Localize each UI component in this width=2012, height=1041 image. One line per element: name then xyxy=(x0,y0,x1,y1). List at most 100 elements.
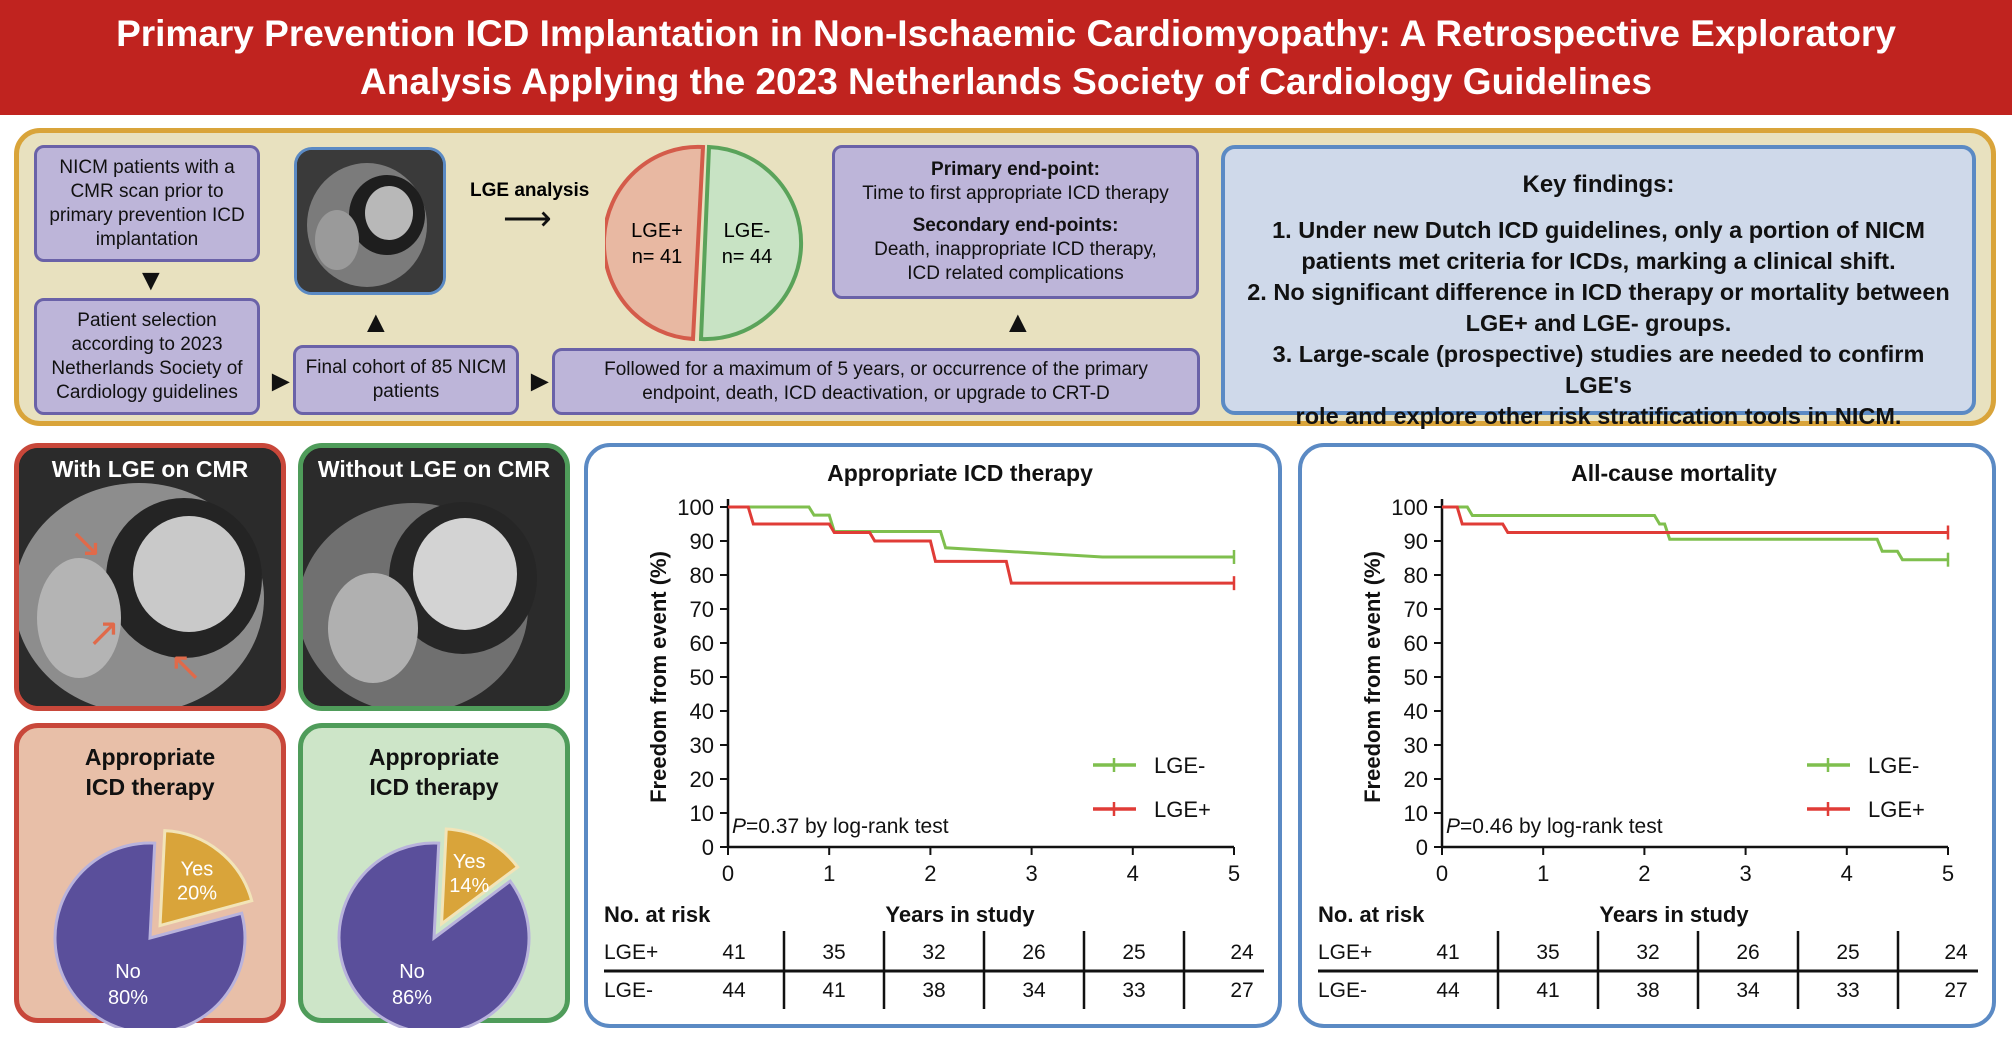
at-risk-value: 27 xyxy=(1230,979,1253,1002)
arrow-2-icon: ↗ xyxy=(87,611,121,655)
final-cohort-box: Final cohort of 85 NICM patients xyxy=(293,345,519,415)
at-risk-value: 32 xyxy=(922,941,945,964)
y-tick-label: 40 xyxy=(690,699,714,724)
at-risk-value: 27 xyxy=(1944,979,1967,1002)
lge-negative-half xyxy=(698,144,804,342)
pie-box-lge-negative: Appropriate ICD therapy Yes 14% No 86% xyxy=(298,723,570,1028)
x-tick-label: 3 xyxy=(1739,861,1751,886)
y-tick-label: 30 xyxy=(1404,733,1428,758)
primary-endpoint-title: Primary end-point: xyxy=(931,159,1100,180)
y-tick-label: 100 xyxy=(677,495,714,520)
at-risk-value: 33 xyxy=(1122,979,1145,1002)
pie-yes-label: Yes xyxy=(453,851,486,873)
at-risk-value: 26 xyxy=(1022,941,1045,964)
x-tick-label: 2 xyxy=(924,861,936,886)
at-risk-value: 25 xyxy=(1836,941,1859,964)
at-risk-row-name: LGE- xyxy=(604,979,653,1002)
p-value-annotation: P=0.37 by log-rank test xyxy=(732,815,949,838)
primary-endpoint-text: Time to first appropriate ICD therapy xyxy=(862,183,1169,204)
y-tick-label: 0 xyxy=(702,835,714,860)
page-title-line-1: Primary Prevention ICD Implantation in N… xyxy=(116,13,1896,54)
lge-negative-label: LGE- xyxy=(724,220,771,242)
at-risk-value: 35 xyxy=(1536,941,1559,964)
arrow-down-icon: ▼ xyxy=(136,264,166,297)
pie-yes-pct: 20% xyxy=(177,883,217,905)
x-tick-label: 1 xyxy=(823,861,835,886)
nicm-line-4: implantation xyxy=(95,228,199,250)
at-risk-label: No. at risk xyxy=(1318,902,1425,927)
pie-title: Appropriate ICD therapy xyxy=(303,742,565,802)
y-tick-label: 50 xyxy=(1404,665,1428,690)
p-value-annotation: P=0.46 by log-rank test xyxy=(1446,815,1663,838)
lge-positive-half xyxy=(605,144,706,342)
nicm-line-2: CMR scan prior to xyxy=(70,180,224,202)
y-tick-label: 100 xyxy=(1391,495,1428,520)
key-findings-title: Key findings: xyxy=(1522,171,1675,198)
y-tick-label: 60 xyxy=(1404,631,1428,656)
finding-2-line-1: 2. No significant difference in ICD ther… xyxy=(1247,279,1950,305)
y-tick-label: 90 xyxy=(690,529,714,554)
at-risk-value: 44 xyxy=(1436,979,1460,1002)
at-risk-row-name: LGE- xyxy=(1318,979,1367,1002)
at-risk-value: 24 xyxy=(1944,941,1968,964)
y-tick-label: 60 xyxy=(690,631,714,656)
x-tick-label: 2 xyxy=(1638,861,1650,886)
key-finding-item: 2. No significant difference in ICD ther… xyxy=(1245,277,1952,339)
arrow-up-icon: ▲ xyxy=(1003,306,1033,339)
x-tick-label: 5 xyxy=(1228,861,1240,886)
key-findings-box: Key findings: 1. Under new Dutch ICD gui… xyxy=(1221,145,1976,429)
chart-title: Appropriate ICD therapy xyxy=(827,460,1093,486)
at-risk-value: 35 xyxy=(822,941,845,964)
at-risk-value: 33 xyxy=(1836,979,1859,1002)
at-risk-value: 25 xyxy=(1122,941,1145,964)
lge-positive-n: n= 41 xyxy=(632,246,683,268)
pie-no-pct: 86% xyxy=(392,987,432,1009)
at-risk-value: 26 xyxy=(1736,941,1759,964)
selection-line-2: according to 2023 xyxy=(71,333,223,355)
y-tick-label: 20 xyxy=(1404,767,1428,792)
y-tick-label: 20 xyxy=(690,767,714,792)
x-tick-label: 5 xyxy=(1942,861,1954,886)
cohort-line-1: Final cohort of 85 NICM xyxy=(305,357,507,378)
at-risk-value: 24 xyxy=(1230,941,1254,964)
finding-3-line-2: role and explore other risk stratificati… xyxy=(1295,403,1902,429)
pie-box-lge-positive: Appropriate ICD therapy Yes 20% No 80% xyxy=(14,723,286,1028)
at-risk-label: No. at risk xyxy=(604,902,711,927)
secondary-endpoint-line-1: Death, inappropriate ICD therapy, xyxy=(874,239,1157,260)
finding-3-line-1: 3. Large-scale (prospective) studies are… xyxy=(1272,341,1925,398)
at-risk-value: 44 xyxy=(722,979,746,1002)
km-plot-mortality-box: All-cause mortality 0 10 20 30 40 50 60 70 80 90 10… xyxy=(1298,443,1996,1028)
pie-slice-yes xyxy=(439,827,520,927)
at-risk-value: 34 xyxy=(1736,979,1760,1002)
pie-slice-no xyxy=(337,841,531,1028)
key-finding-item: 1. Under new Dutch ICD guidelines, only … xyxy=(1245,215,1952,277)
p-letter: P xyxy=(1446,815,1460,838)
followup-line-2: endpoint, death, ICD deactivation, or up… xyxy=(642,382,1110,404)
finding-1-line-2: patients met criteria for ICDs, marking … xyxy=(1301,248,1896,274)
y-tick-label: 10 xyxy=(690,801,714,826)
cmr-without-lge-image: Without LGE on CMR xyxy=(298,443,570,711)
y-tick-label: 10 xyxy=(1404,801,1428,826)
pie-title-line-1: Appropriate xyxy=(84,744,216,770)
arrow-3-icon: ↖ xyxy=(169,645,203,689)
at-risk-value: 32 xyxy=(1636,941,1659,964)
at-risk-value: 41 xyxy=(1536,979,1559,1002)
y-tick-label: 80 xyxy=(1404,563,1428,588)
lge-split-diagram: LGE+ n= 41 LGE- n= 44 xyxy=(605,144,804,342)
at-risk-value: 41 xyxy=(822,979,845,1002)
key-findings-list: 1. Under new Dutch ICD guidelines, only … xyxy=(1225,215,1972,432)
cmr-with-lge-graphic: ↘ ↗ ↖ xyxy=(19,448,281,706)
cmr-with-lge-image: ↘ ↗ ↖ With LGE on CMR xyxy=(14,443,286,711)
pie-no-label: No xyxy=(115,961,141,983)
km-plot-mortality: All-cause mortality010203040506070809010… xyxy=(1318,460,1978,1009)
x-axis-label: Years in study xyxy=(1599,902,1749,927)
y-tick-label: 90 xyxy=(1404,529,1428,554)
nicm-line-1: NICM patients with a xyxy=(59,156,235,178)
pie-no-label: No xyxy=(399,961,425,983)
with-lge-label: With LGE on CMR xyxy=(51,456,249,482)
at-risk-value: 38 xyxy=(922,979,945,1002)
pie-yes-label: Yes xyxy=(181,859,214,881)
